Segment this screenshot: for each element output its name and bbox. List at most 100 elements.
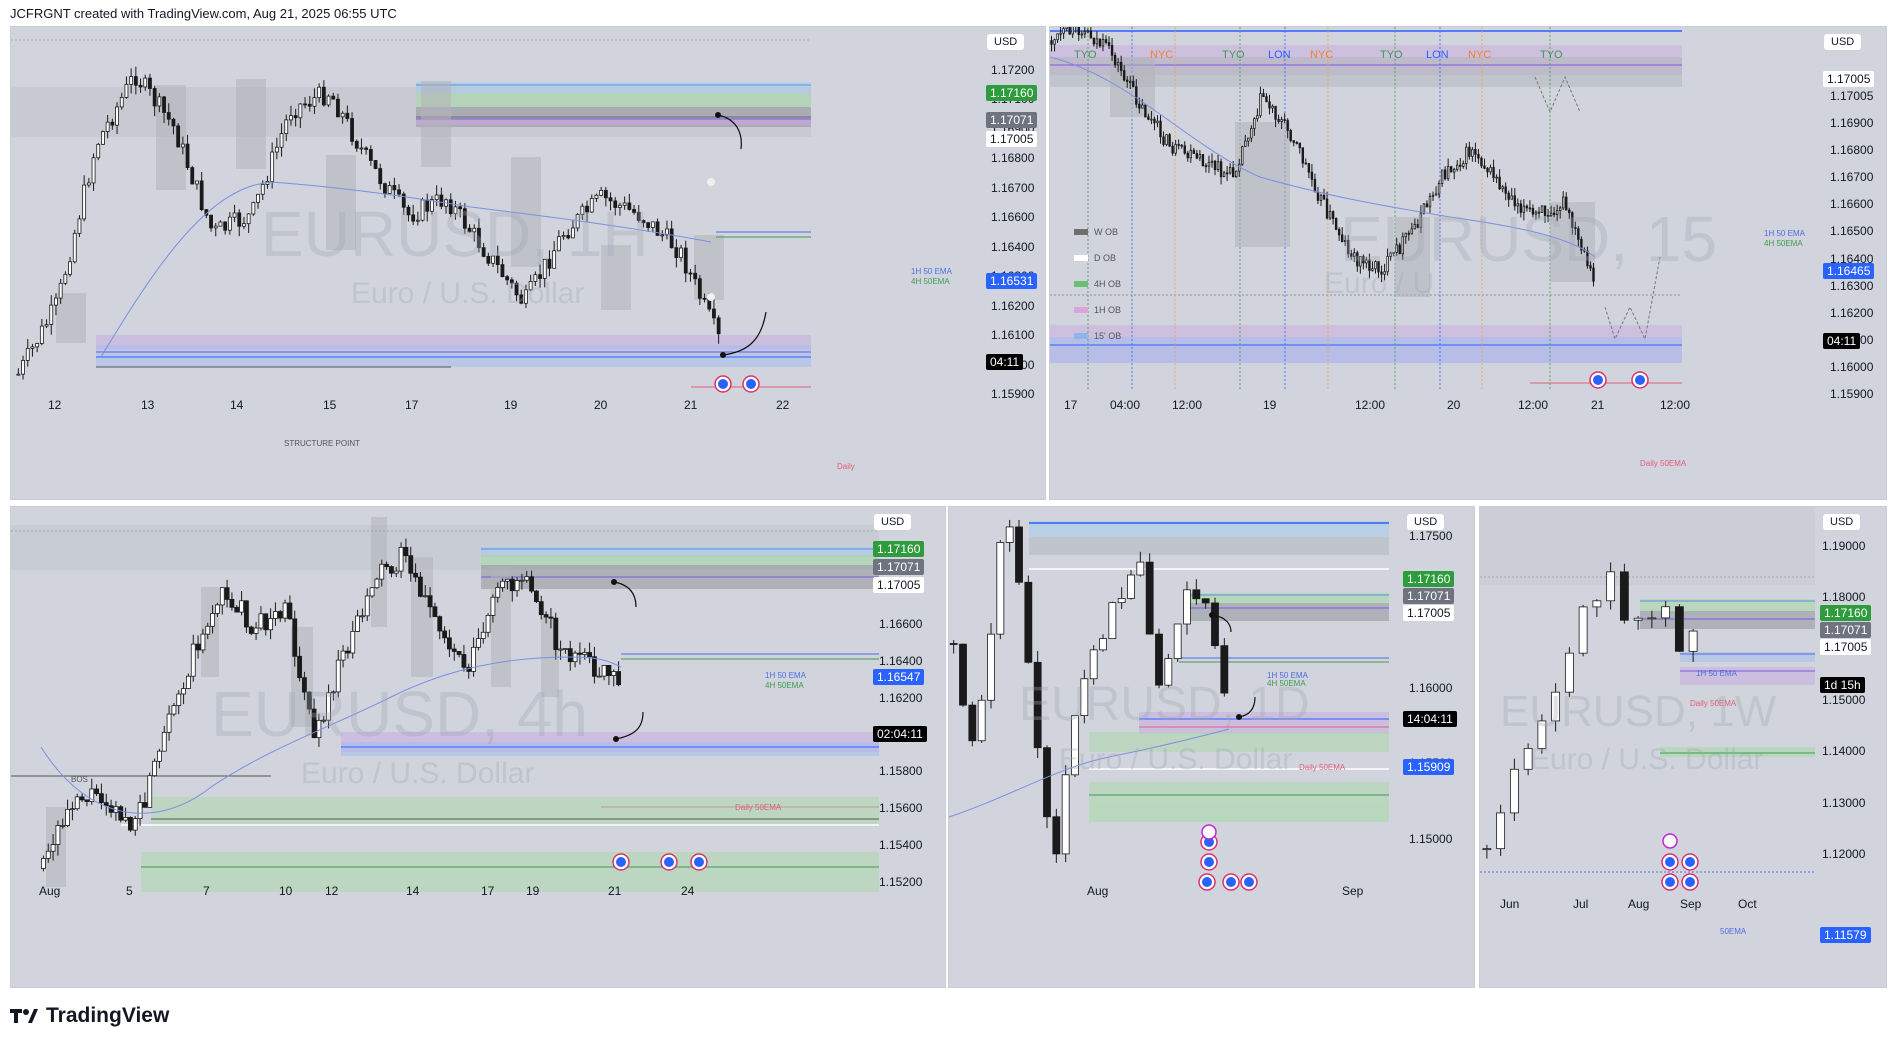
candle [1071,27,1074,35]
candle [1213,160,1217,170]
ema-line [949,728,1230,818]
candle [89,788,95,802]
price-chart[interactable] [949,507,1475,988]
candle [646,222,651,228]
candle [1050,40,1053,45]
candle [223,221,228,231]
candle [1138,103,1141,109]
candle [480,631,486,639]
lightning-event-icon [1201,824,1217,840]
candle [1633,617,1643,621]
candle [1225,172,1229,175]
candle [1186,152,1189,159]
daily-ema-label: Daily 50EMA [1690,699,1737,708]
candle [1053,39,1056,45]
candle [1592,600,1602,608]
candle [213,225,218,229]
price-chart[interactable] [1050,27,1887,500]
chart-panel-1d[interactable]: EURUSD, 1D Euro / U.S. Dollar USD 1.1750… [948,506,1475,988]
price-chart[interactable] [1480,507,1887,988]
currency-button[interactable]: USD [1406,513,1446,531]
candle [96,143,101,159]
ob-zone [1660,747,1815,757]
candle [519,294,524,304]
currency-button[interactable]: USD [986,33,1026,51]
price-chart[interactable] [11,27,1046,500]
legend-4h-ob: 4H OB [1094,279,1122,289]
chart-panel-1h[interactable]: EURUSD, 1H Euro / U.S. Dollar USD 1.1720… [10,26,1046,500]
candle [491,255,495,264]
price-tag-grey: 1.17071 [1403,588,1455,604]
event-flag-icon [1226,877,1236,887]
candle [21,359,25,375]
ema-4h-label: 4H 50EMA [1764,239,1803,248]
price-axis-label: 1.15600 [879,801,923,816]
candle [1334,218,1338,230]
candle [1268,101,1271,109]
candle [1661,606,1671,619]
candle [166,112,171,120]
candle [157,96,162,107]
candle [16,373,21,376]
event-flag-icon [746,379,756,389]
currency-button[interactable]: USD [873,513,913,531]
candle [693,272,698,280]
candle [50,844,56,852]
candle [534,590,539,603]
candle [86,182,91,186]
candle [1647,617,1657,620]
currency-button[interactable]: USD [1823,33,1863,51]
candle [1456,164,1459,170]
chart-panel-15m[interactable]: EURUSD, 15 Euro / U USD 1.17005 1.16900 1.… [1049,26,1887,500]
candle [1052,816,1061,855]
ema-4h-label: 4H 50EMA [765,681,804,690]
ob-zone [341,742,879,756]
candle [132,818,138,831]
session-label: LON [1426,49,1449,61]
weekly-ob-zone [1050,57,1682,87]
candle [340,650,346,661]
price-axis-label: 1.18000 [1822,590,1866,605]
currency-button[interactable]: USD [1822,513,1862,531]
candle [1522,205,1526,213]
candle [1398,244,1401,255]
price-axis-label: 1.15200 [879,875,923,889]
candle [143,77,148,88]
candle [138,84,143,88]
chart-panel-4h[interactable]: EURUSD, 4h Euro / U.S. Dollar USD 1.1720… [10,506,946,988]
candle [251,202,256,215]
event-flag-icon [1593,375,1603,385]
ob-zone [416,82,811,94]
candle [1117,598,1126,604]
candle [411,214,416,222]
candle [326,692,331,721]
price-chart[interactable] [11,507,946,988]
time-axis-label: 17 [481,884,495,898]
candle [618,204,622,208]
candle [41,858,46,869]
candle [1083,31,1087,35]
candle [1056,33,1059,41]
candle [1446,166,1450,180]
candle [1371,268,1374,271]
ob-zone [141,852,879,892]
candle [393,570,399,574]
candle [1119,61,1123,71]
candle [1126,79,1129,82]
price-axis-label: 1.16400 [991,239,1035,254]
price-axis-label: 1.16400 [1830,251,1874,266]
chart-panel-1w[interactable]: EURUSD, 1W Euro / U.S. Dollar USD 1.1900… [1479,506,1887,988]
price-tag-green: 1.17160 [986,85,1038,101]
candle [1437,182,1441,195]
candle [1192,149,1196,154]
event-flag-icon [1685,857,1695,867]
price-axis-label: 1.15400 [879,838,923,853]
price-axis-label: 1.19000 [1822,539,1866,553]
candle [360,615,365,618]
candle [1340,234,1344,243]
tradingview-footer[interactable]: TradingView [10,1004,169,1028]
candle [422,595,428,598]
candle [1434,193,1438,196]
candle [91,157,96,184]
time-axis-label: 17 [405,398,419,412]
